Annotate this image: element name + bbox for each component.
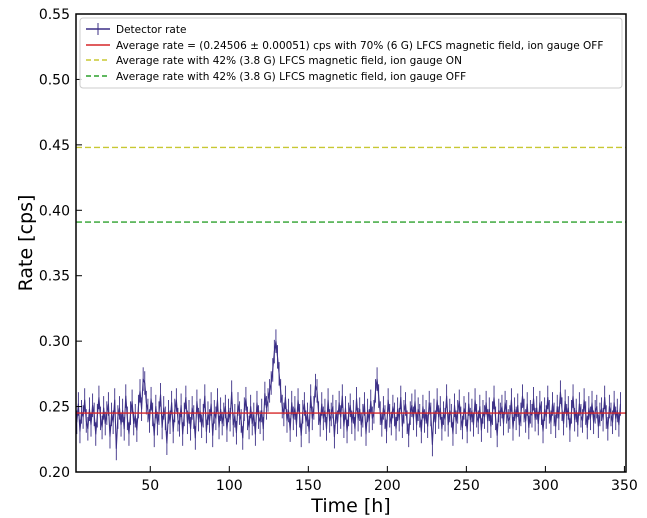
y-tick-label: 0.55 — [39, 7, 70, 23]
x-axis-label: Time [h] — [310, 495, 390, 517]
legend-entry-avg-42-off: Average rate with 42% (3.8 G) LFCS magne… — [86, 71, 466, 83]
legend: Detector rate Average rate = (0.24506 ± … — [79, 17, 623, 89]
x-tick-label: 50 — [141, 478, 159, 494]
legend-box — [79, 17, 623, 89]
average-lines — [76, 146, 626, 414]
y-tick-label: 0.30 — [39, 334, 70, 350]
y-tick-label: 0.20 — [39, 465, 70, 481]
x-tick-label: 250 — [453, 478, 480, 494]
legend-entry-detector: Detector rate — [86, 23, 186, 36]
x-tick-label: 350 — [611, 478, 638, 494]
y-axis-label: Rate [cps] — [15, 195, 37, 292]
y-tick-label: 0.50 — [39, 72, 70, 88]
x-tick-label: 200 — [374, 478, 401, 494]
y-tick-label: 0.25 — [39, 400, 70, 416]
x-axis: 50 100 150 200 250 300 350 — [141, 466, 638, 494]
y-axis: 0.20 0.25 0.30 0.35 0.40 0.45 0.50 0.55 — [39, 7, 82, 481]
y-tick-label: 0.35 — [39, 269, 70, 285]
legend-label-avg-42-off: Average rate with 42% (3.8 G) LFCS magne… — [116, 71, 466, 83]
x-tick-label: 100 — [216, 478, 243, 494]
data-layer — [76, 329, 622, 461]
legend-entry-avg-70: Average rate = (0.24506 ± 0.00051) cps w… — [86, 40, 603, 52]
y-tick-label: 0.45 — [39, 138, 70, 154]
plot-frame — [75, 13, 627, 473]
x-tick-label: 300 — [532, 478, 559, 494]
detector-rate-line — [76, 340, 622, 450]
y-tick-label: 0.40 — [39, 203, 70, 219]
legend-label-avg-70: Average rate = (0.24506 ± 0.00051) cps w… — [116, 40, 603, 52]
legend-label-avg-42-on: Average rate with 42% (3.8 G) LFCS magne… — [116, 55, 462, 67]
x-tick-label: 150 — [295, 478, 322, 494]
legend-entry-avg-42-on: Average rate with 42% (3.8 G) LFCS magne… — [86, 55, 462, 67]
legend-label-detector: Detector rate — [116, 24, 186, 36]
